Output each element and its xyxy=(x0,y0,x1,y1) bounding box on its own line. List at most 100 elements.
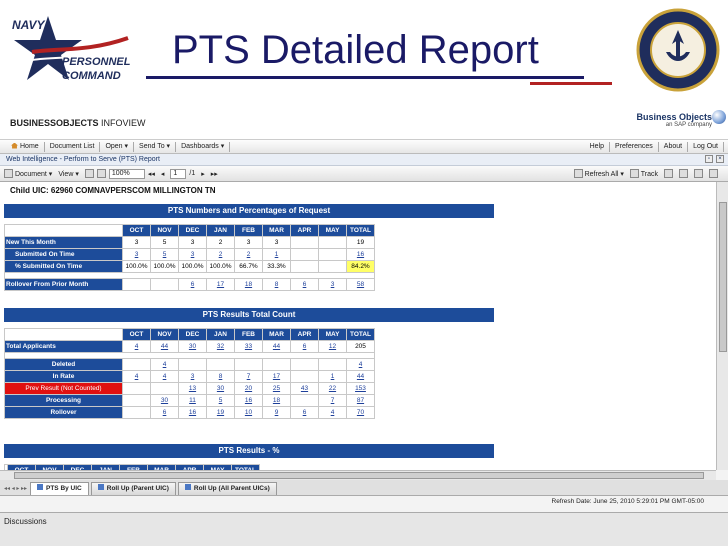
menu-preferences[interactable]: Preferences xyxy=(610,142,659,152)
last-page-icon[interactable]: ▸▸ xyxy=(210,170,218,178)
cell-value[interactable]: 17 xyxy=(206,278,235,291)
cell-value: 3 xyxy=(178,236,207,249)
drill-icon[interactable] xyxy=(679,169,688,178)
cell-value[interactable]: 7 xyxy=(318,394,347,407)
table-row: Rollover From Prior Month 6 17 18 8 6 3 58 xyxy=(4,278,375,291)
cell-value[interactable]: 6 xyxy=(290,406,319,419)
cell-value[interactable]: 6 xyxy=(150,406,179,419)
cell-value[interactable]: 30 xyxy=(178,340,207,353)
refresh-date: Refresh Date: June 25, 2010 5:29:01 PM G… xyxy=(551,498,704,505)
cell-value[interactable]: 9 xyxy=(262,406,291,419)
cell-value[interactable]: 8 xyxy=(206,370,235,383)
cell-value[interactable]: 6 xyxy=(178,278,207,291)
cell-value[interactable]: 153 xyxy=(346,382,375,395)
menu-open[interactable]: Open ▾ xyxy=(100,141,135,152)
cell-value[interactable]: 44 xyxy=(150,340,179,353)
tab-roll-up-parent[interactable]: Roll Up (Parent UIC) xyxy=(90,482,176,495)
menu-document-list[interactable]: Document List xyxy=(45,141,101,152)
month-header: MAY xyxy=(318,328,347,341)
cell-value[interactable]: 5 xyxy=(150,248,179,261)
cell-value[interactable]: 5 xyxy=(206,394,235,407)
page-number-input[interactable]: 1 xyxy=(170,168,187,179)
cell-value[interactable]: 7 xyxy=(234,370,263,383)
cell-value[interactable]: 4 xyxy=(122,340,151,353)
cell-value[interactable]: 43 xyxy=(290,382,319,395)
cell-value[interactable]: 12 xyxy=(318,340,347,353)
menu-home[interactable]: Home xyxy=(6,141,45,152)
cell-value[interactable]: 8 xyxy=(262,278,291,291)
cell-value[interactable]: 10 xyxy=(234,406,263,419)
menu-send-to[interactable]: Send To ▾ xyxy=(134,141,177,152)
refresh-icon xyxy=(573,169,583,178)
filter-icon[interactable] xyxy=(664,169,673,178)
cell-value[interactable]: 1 xyxy=(262,248,291,261)
cell-value[interactable]: 16 xyxy=(346,248,375,261)
cell-value[interactable]: 3 xyxy=(318,278,347,291)
menu-help[interactable]: Help xyxy=(585,142,611,152)
cell-value[interactable]: 70 xyxy=(346,406,375,419)
cell-value: 19 xyxy=(346,236,375,249)
zoom-select[interactable]: 100% xyxy=(108,168,145,179)
cell-value[interactable]: 6 xyxy=(290,340,319,353)
view-menu[interactable]: View ▾ xyxy=(58,170,79,178)
tab-nav-arrows[interactable]: ◂◂ ◂ ▸ ▸▸ xyxy=(4,486,28,492)
track-button[interactable]: Track xyxy=(629,169,658,178)
table-row: Prev Result (Not Counted) 13 30 20 25 43 22 153 xyxy=(4,382,375,395)
cell-value[interactable]: 4 xyxy=(122,370,151,383)
vertical-scrollbar[interactable] xyxy=(716,182,728,470)
cell-value[interactable]: 20 xyxy=(234,382,263,395)
cell-value[interactable]: 13 xyxy=(178,382,207,395)
cell-value[interactable]: 17 xyxy=(262,370,291,383)
cell-value[interactable]: 3 xyxy=(178,370,207,383)
cell-value: 100.0% xyxy=(150,260,179,273)
cell-value[interactable]: 3 xyxy=(122,248,151,261)
cell-value[interactable]: 2 xyxy=(234,248,263,261)
menu-log-out[interactable]: Log Out xyxy=(688,142,724,152)
cell-value[interactable]: 18 xyxy=(262,394,291,407)
refresh-all-button[interactable]: Refresh All ▾ xyxy=(573,169,624,178)
cell-value[interactable]: 4 xyxy=(346,358,375,371)
cell-value[interactable]: 19 xyxy=(206,406,235,419)
cell-value[interactable]: 30 xyxy=(206,382,235,395)
cell-value[interactable]: 25 xyxy=(262,382,291,395)
cell-value[interactable]: 1 xyxy=(318,370,347,383)
cell-value[interactable]: 30 xyxy=(150,394,179,407)
cell-value[interactable]: 58 xyxy=(346,278,375,291)
horizontal-scrollbar[interactable] xyxy=(0,470,716,480)
print-icon[interactable] xyxy=(96,169,106,178)
cell-value[interactable]: 87 xyxy=(346,394,375,407)
tab-pts-by-uic[interactable]: PTS By UIC xyxy=(30,482,89,495)
cell-value[interactable]: 4 xyxy=(318,406,347,419)
cell-value[interactable]: 33 xyxy=(234,340,263,353)
save-icon[interactable] xyxy=(84,169,94,178)
document-menu[interactable]: Document ▾ xyxy=(4,169,52,178)
prev-page-icon[interactable]: ◂ xyxy=(160,170,165,178)
cell-value[interactable]: 32 xyxy=(206,340,235,353)
menu-dashboards[interactable]: Dashboards ▾ xyxy=(176,141,231,152)
sort-icon[interactable] xyxy=(709,169,718,178)
discussions-label[interactable]: Discussions xyxy=(4,517,47,526)
cell-value[interactable]: 44 xyxy=(262,340,291,353)
cell-value[interactable]: 22 xyxy=(318,382,347,395)
tab-roll-up-all-parents[interactable]: Roll Up (All Parent UICs) xyxy=(177,482,277,495)
menu-about[interactable]: About xyxy=(659,142,689,152)
vertical-scroll-thumb[interactable] xyxy=(719,202,727,352)
cell-value[interactable]: 4 xyxy=(150,370,179,383)
first-page-icon[interactable]: ◂◂ xyxy=(147,170,155,178)
cell-value[interactable]: 16 xyxy=(234,394,263,407)
cell-value[interactable]: 6 xyxy=(290,278,319,291)
cell-value[interactable]: 11 xyxy=(178,394,207,407)
close-icon[interactable]: × xyxy=(716,155,724,163)
cell-value[interactable]: 3 xyxy=(178,248,207,261)
cell-value[interactable]: 44 xyxy=(346,370,375,383)
cell-value[interactable]: 16 xyxy=(178,406,207,419)
next-page-icon[interactable]: ▸ xyxy=(201,170,205,178)
cell-value[interactable]: 2 xyxy=(206,248,235,261)
cell-value[interactable]: 4 xyxy=(150,358,179,371)
horizontal-scroll-thumb[interactable] xyxy=(14,472,704,479)
maximize-icon[interactable]: ▫ xyxy=(705,155,713,163)
outline-icon[interactable] xyxy=(694,169,703,178)
cell-value[interactable]: 18 xyxy=(234,278,263,291)
